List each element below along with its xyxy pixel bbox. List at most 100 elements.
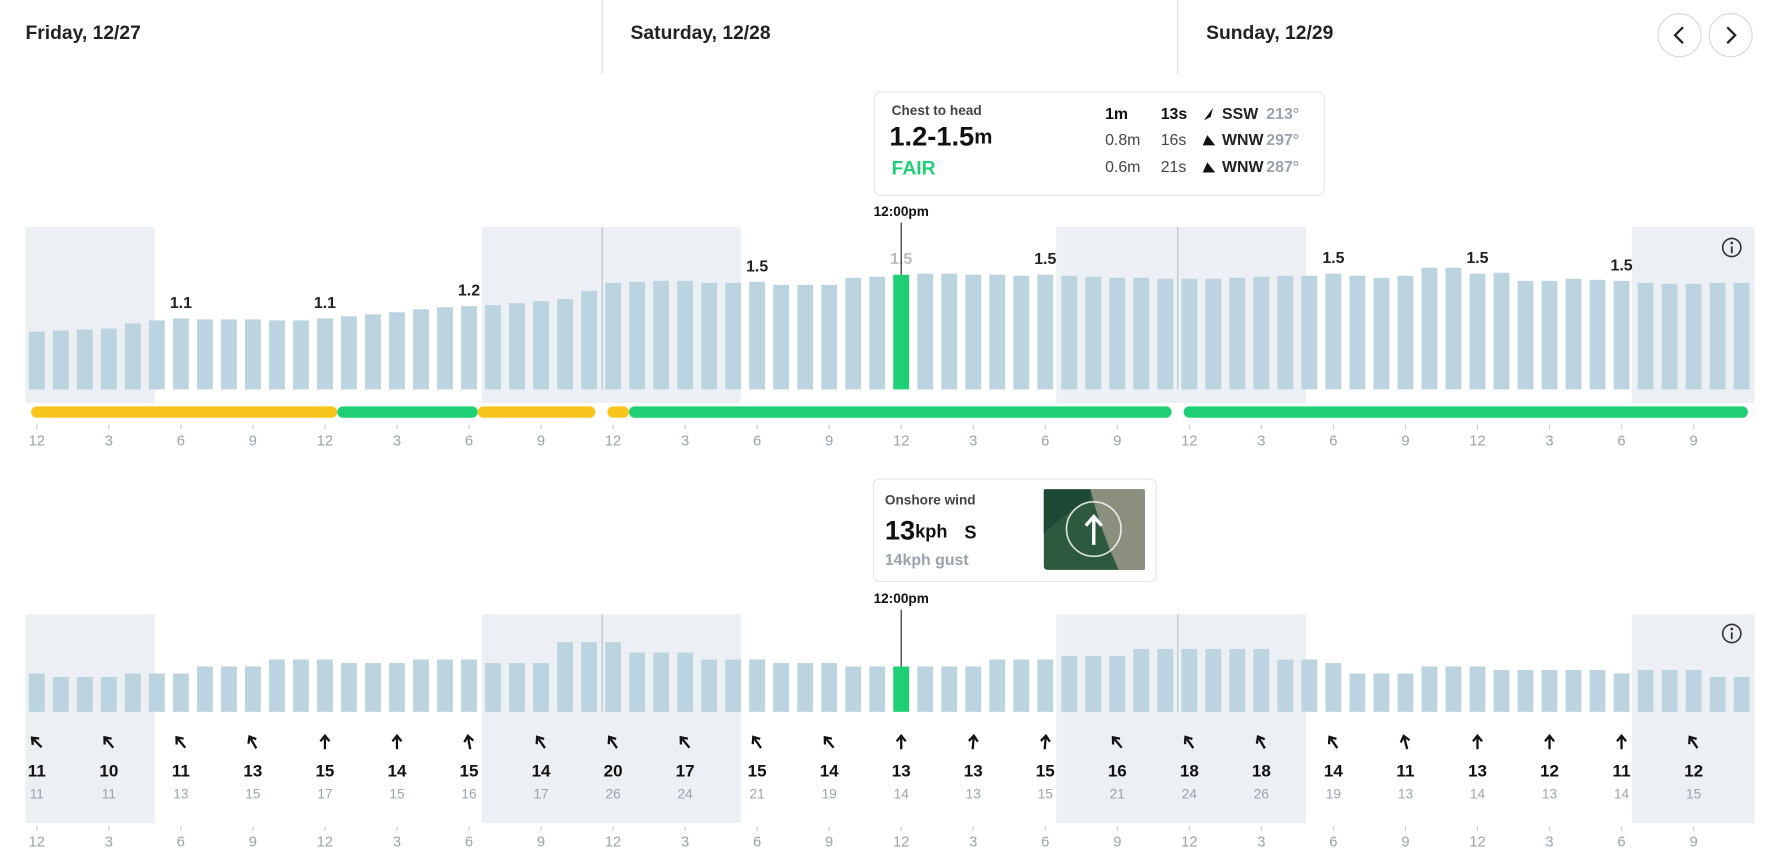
bar bbox=[893, 666, 910, 712]
wind-arrow bbox=[247, 734, 258, 749]
wind-arrow bbox=[751, 735, 762, 749]
bar bbox=[268, 659, 285, 712]
night-band bbox=[1631, 614, 1755, 824]
x-tick-label: 9 bbox=[825, 434, 833, 450]
bar bbox=[1037, 659, 1054, 712]
swell-size: 1m bbox=[1105, 106, 1128, 123]
tooltip-title: Onshore wind bbox=[885, 492, 976, 507]
wind-arrow bbox=[463, 733, 475, 750]
x-tick-label: 6 bbox=[753, 834, 761, 850]
bar bbox=[845, 666, 862, 712]
wind-arrow bbox=[30, 736, 43, 749]
night-band bbox=[25, 614, 155, 824]
swell-degrees: 297° bbox=[1266, 132, 1299, 149]
bar bbox=[893, 274, 910, 390]
x-tick-label: 12 bbox=[29, 434, 45, 450]
next-button[interactable] bbox=[1708, 13, 1753, 58]
bar-label: 1.5 bbox=[1611, 257, 1633, 274]
bar bbox=[1373, 277, 1390, 390]
rating-segment bbox=[337, 406, 478, 418]
bar bbox=[749, 281, 766, 390]
x-tick-label: 6 bbox=[1617, 434, 1625, 450]
swell-arrow bbox=[1202, 135, 1216, 146]
bar bbox=[1157, 649, 1174, 712]
wind-speed-label: 11 bbox=[1396, 761, 1414, 780]
surf-tooltip: Chest to head 1.2-1.5m FAIR 1m 13s SSW 213°… bbox=[874, 91, 1325, 196]
bar bbox=[773, 284, 790, 390]
wind-gust-label: 24 bbox=[678, 786, 694, 801]
bar bbox=[509, 303, 525, 390]
bar bbox=[244, 666, 261, 712]
x-tick-label: 6 bbox=[1617, 834, 1625, 850]
x-tick-label: 9 bbox=[537, 834, 545, 850]
wind-arrow bbox=[1040, 733, 1051, 750]
bar bbox=[581, 290, 598, 390]
bar bbox=[1373, 673, 1390, 712]
bar bbox=[148, 673, 165, 712]
wind-speed-label: 15 bbox=[315, 761, 334, 780]
bar bbox=[316, 659, 333, 712]
bar bbox=[485, 305, 501, 390]
wind-gust-label: 13 bbox=[173, 786, 188, 801]
wind-gust-label: 15 bbox=[1686, 786, 1701, 801]
swell-period: 13s bbox=[1161, 106, 1188, 123]
bar bbox=[1085, 276, 1102, 390]
bar-label: 1.5 bbox=[1034, 251, 1056, 268]
wind-gust-label: 15 bbox=[1038, 786, 1053, 801]
bar bbox=[196, 666, 213, 712]
x-tick-label: 6 bbox=[1329, 834, 1337, 850]
bar bbox=[1733, 676, 1750, 712]
wind-arrow bbox=[535, 735, 546, 749]
wind-speed-label: 18 bbox=[1180, 761, 1199, 780]
info-icon[interactable] bbox=[1721, 623, 1742, 644]
wind-speed-label: 14 bbox=[820, 761, 839, 780]
bar bbox=[533, 301, 549, 390]
wind-speed-label: 15 bbox=[748, 761, 767, 780]
wind-gust-label: 11 bbox=[102, 786, 116, 801]
bar bbox=[1205, 649, 1222, 712]
swell-size: 0.8m bbox=[1105, 132, 1140, 149]
bar bbox=[1253, 276, 1270, 390]
wind-arrow bbox=[1616, 733, 1627, 750]
bar bbox=[1421, 666, 1438, 712]
prev-button[interactable] bbox=[1657, 13, 1702, 58]
x-tick-label: 12 bbox=[605, 834, 621, 850]
x-tick-label: 3 bbox=[1257, 834, 1265, 850]
bar bbox=[917, 273, 934, 390]
bar bbox=[821, 663, 838, 712]
wind-speed-label: 11 bbox=[1613, 761, 1631, 780]
rating-segment bbox=[607, 406, 630, 418]
bar bbox=[797, 663, 814, 712]
bar bbox=[1637, 669, 1654, 712]
x-tick-label: 12 bbox=[29, 834, 45, 850]
wind-arrow bbox=[1183, 735, 1195, 749]
bar-label: 1.5 bbox=[746, 258, 768, 275]
wind-arrow bbox=[1111, 735, 1123, 749]
bar bbox=[605, 282, 622, 390]
bar bbox=[1709, 676, 1726, 712]
bar bbox=[989, 274, 1006, 390]
x-tick-label: 12 bbox=[893, 834, 909, 850]
bar bbox=[653, 280, 670, 390]
wind-gust-label: 26 bbox=[1254, 786, 1269, 801]
bar bbox=[557, 642, 574, 712]
x-tick-label: 12 bbox=[1469, 434, 1485, 450]
bar bbox=[509, 663, 525, 712]
x-tick-label: 9 bbox=[537, 434, 545, 450]
bar bbox=[1493, 669, 1510, 712]
wind-speed-label: 16 bbox=[1108, 761, 1127, 780]
bar bbox=[124, 323, 141, 390]
bar bbox=[701, 282, 718, 390]
bar bbox=[1229, 277, 1246, 390]
bar bbox=[1061, 656, 1078, 712]
bar-label: 1.5 bbox=[1322, 250, 1344, 267]
bar bbox=[1325, 663, 1342, 712]
swell-direction: WNW bbox=[1222, 159, 1263, 176]
bar bbox=[1565, 669, 1582, 712]
bar bbox=[917, 666, 934, 712]
wind-gust-label: 16 bbox=[461, 786, 476, 801]
info-icon[interactable] bbox=[1721, 237, 1742, 258]
swell-size: 0.6m bbox=[1105, 159, 1140, 176]
wind-gust-label: 19 bbox=[1326, 786, 1341, 801]
